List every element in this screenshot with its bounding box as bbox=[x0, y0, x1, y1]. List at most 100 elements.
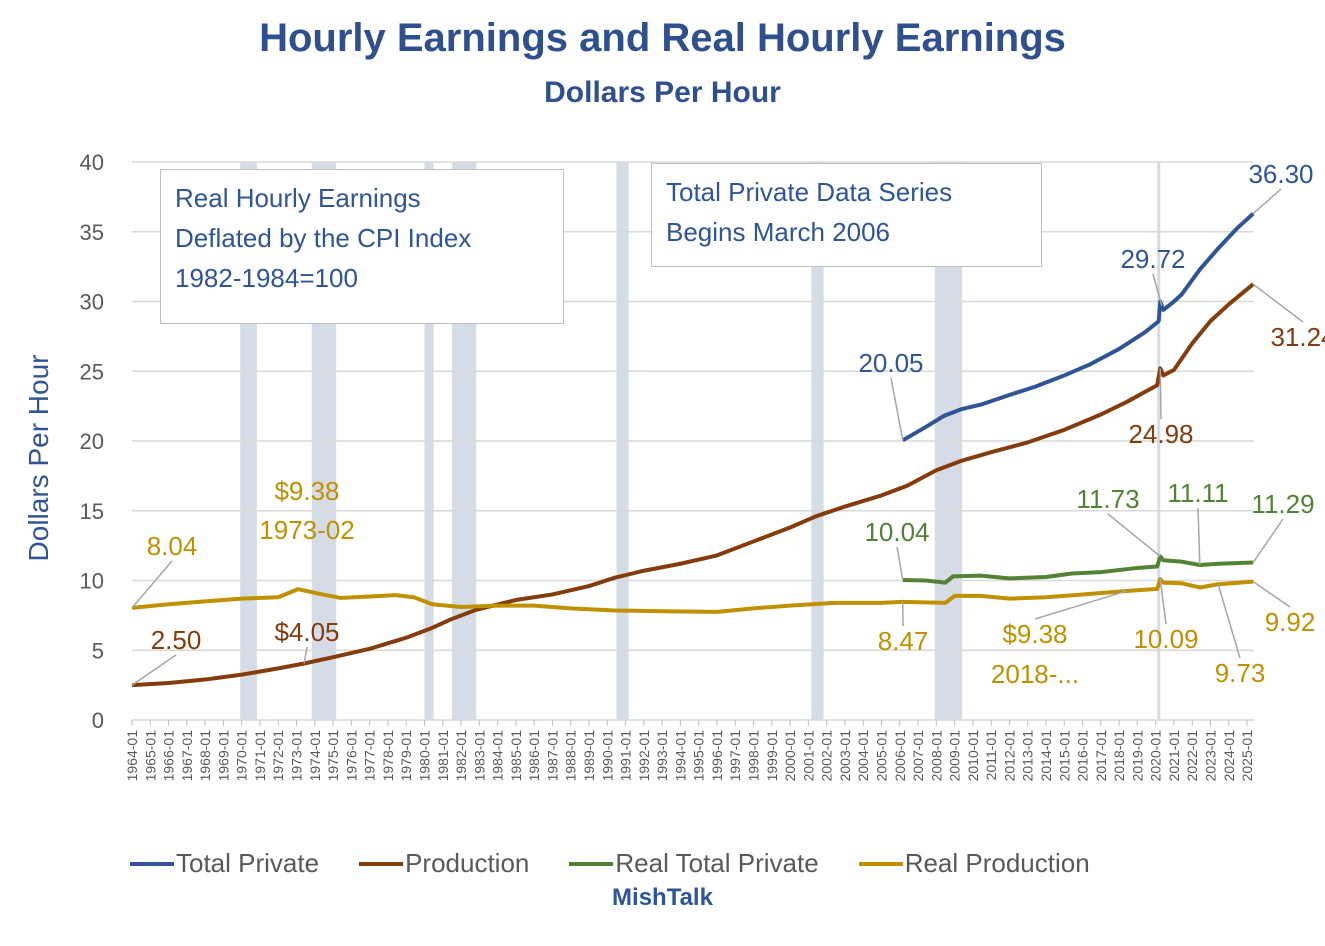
data-label: 11.11 bbox=[1167, 478, 1228, 508]
x-tick-label: 1969-01 bbox=[215, 730, 231, 782]
series-line-total-private bbox=[901, 212, 1255, 443]
x-tick-label: 1998-01 bbox=[746, 730, 762, 782]
data-label: 24.98 bbox=[1128, 419, 1193, 449]
annotation-leader bbox=[1217, 584, 1241, 659]
note-line: Begins March 2006 bbox=[666, 217, 891, 247]
x-tick-label: 1989-01 bbox=[581, 730, 597, 782]
annotation-leader bbox=[131, 654, 177, 686]
y-tick-label: 30 bbox=[80, 290, 104, 315]
data-label: 9.73 bbox=[1215, 658, 1266, 688]
chart-subtitle: Dollars Per Hour bbox=[544, 76, 781, 109]
y-tick-label: 20 bbox=[80, 429, 104, 454]
y-tick-label: 10 bbox=[80, 569, 104, 594]
series-line-production bbox=[131, 282, 1255, 688]
annotation-leader bbox=[1252, 283, 1304, 323]
x-tick-label: 1971-01 bbox=[252, 730, 268, 782]
legend-item-real-total-private[interactable]: Real Total Private bbox=[569, 848, 819, 879]
y-tick-label: 5 bbox=[92, 638, 104, 663]
legend-swatch bbox=[359, 861, 404, 866]
legend-label: Real Production bbox=[904, 848, 1090, 878]
data-label: 2.50 bbox=[151, 625, 202, 655]
annotation-leader bbox=[890, 377, 904, 441]
x-tick-label: 1980-01 bbox=[416, 730, 432, 782]
series-line-real-production bbox=[131, 577, 1254, 614]
x-tick-label: 2007-01 bbox=[910, 730, 926, 782]
watermark: MishTalk bbox=[612, 884, 713, 911]
x-tick-label: 2004-01 bbox=[855, 730, 871, 782]
x-tick-label: 2013-01 bbox=[1020, 730, 1036, 782]
series-line-real-total-private bbox=[902, 554, 1254, 585]
annotation-leader bbox=[1159, 368, 1162, 420]
note-line: Deflated by the CPI Index bbox=[175, 223, 472, 253]
x-tick-label: 2019-01 bbox=[1129, 730, 1145, 782]
chart-title: Hourly Earnings and Real Hourly Earnings bbox=[259, 16, 1066, 60]
data-label: 8.04 bbox=[147, 531, 198, 561]
x-tick-label: 2014-01 bbox=[1038, 730, 1054, 782]
x-tick-label: 2023-01 bbox=[1203, 730, 1219, 782]
legend-label: Total Private bbox=[176, 848, 320, 878]
x-tick-label: 1990-01 bbox=[599, 730, 615, 782]
x-tick-label: 2009-01 bbox=[947, 730, 963, 782]
annotation-leader bbox=[1252, 580, 1291, 608]
series-begins-note: Total Private Data Series Begins March 2… bbox=[651, 163, 1042, 267]
x-tick-label: 1987-01 bbox=[544, 730, 560, 782]
x-tick-label: 1985-01 bbox=[508, 730, 524, 782]
note-line: 1982-1984=100 bbox=[175, 263, 358, 293]
x-tick-label: 2012-01 bbox=[1001, 730, 1017, 782]
legend-item-total-private[interactable]: Total Private bbox=[130, 848, 319, 879]
legend-label: Production bbox=[405, 848, 530, 878]
annotation-leader bbox=[896, 546, 904, 581]
x-tick-label: 1999-01 bbox=[764, 730, 780, 782]
legend-swatch bbox=[130, 861, 174, 866]
x-tick-label: 1983-01 bbox=[471, 730, 487, 782]
y-axis-label: Dollars Per Hour bbox=[23, 355, 54, 562]
y-tick-label: 35 bbox=[80, 220, 104, 245]
data-label: 11.73 bbox=[1076, 484, 1139, 514]
x-tick-label: 1970-01 bbox=[234, 730, 250, 782]
x-tick-label: 1984-01 bbox=[490, 730, 506, 782]
x-tick-label: 2015-01 bbox=[1056, 730, 1072, 782]
data-label: 1973-02 bbox=[259, 515, 354, 545]
x-tick-label: 2025-01 bbox=[1239, 730, 1255, 782]
x-tick-label: 1986-01 bbox=[526, 730, 542, 782]
x-tick-label: 1996-01 bbox=[709, 730, 725, 782]
x-tick-label: 2000-01 bbox=[782, 730, 798, 782]
x-tick-label: 1965-01 bbox=[142, 730, 158, 782]
note-line: Total Private Data Series bbox=[666, 177, 953, 207]
legend-item-production[interactable]: Production bbox=[359, 848, 529, 879]
legend-item-real-production[interactable]: Real Production bbox=[858, 848, 1090, 879]
x-tick-label: 1993-01 bbox=[654, 730, 670, 782]
x-tick-label: 2018-01 bbox=[1111, 730, 1127, 782]
annotation-leader bbox=[1034, 590, 1127, 620]
legend-swatch bbox=[858, 861, 903, 866]
x-tick-label: 2011-01 bbox=[983, 730, 999, 781]
x-tick-label: 2024-01 bbox=[1221, 730, 1237, 782]
x-tick-label: 1988-01 bbox=[563, 730, 579, 782]
y-tick-label: 0 bbox=[92, 708, 104, 733]
x-tick-label: 2017-01 bbox=[1093, 730, 1109, 782]
x-tick-label: 2016-01 bbox=[1075, 730, 1091, 782]
x-tick-label: 1978-01 bbox=[380, 730, 396, 782]
x-tick-label: 1964-01 bbox=[124, 730, 140, 782]
data-label: 10.09 bbox=[1133, 624, 1198, 654]
x-tick-label: 2002-01 bbox=[819, 730, 835, 782]
data-label: $9.38 bbox=[1002, 619, 1067, 649]
annotation-leader bbox=[1252, 188, 1282, 215]
x-tick-label: 1972-01 bbox=[270, 730, 286, 782]
x-tick-label: 1973-01 bbox=[289, 730, 305, 782]
x-tick-label: 1981-01 bbox=[435, 730, 451, 782]
y-tick-label: 40 bbox=[80, 150, 104, 175]
data-label: 29.72 bbox=[1120, 244, 1185, 274]
x-tick-label: 1995-01 bbox=[691, 730, 707, 782]
x-tick-label: 1977-01 bbox=[362, 730, 378, 782]
x-tick-label: 1966-01 bbox=[161, 730, 177, 782]
note-line: Real Hourly Earnings bbox=[175, 183, 421, 213]
data-label: 2018-... bbox=[991, 659, 1079, 689]
x-tick-label: 2021-01 bbox=[1166, 730, 1182, 782]
x-tick-label: 1997-01 bbox=[727, 730, 743, 782]
data-label: 20.05 bbox=[858, 348, 923, 378]
annotation-leader bbox=[303, 646, 308, 664]
x-tick-label: 1994-01 bbox=[672, 730, 688, 782]
